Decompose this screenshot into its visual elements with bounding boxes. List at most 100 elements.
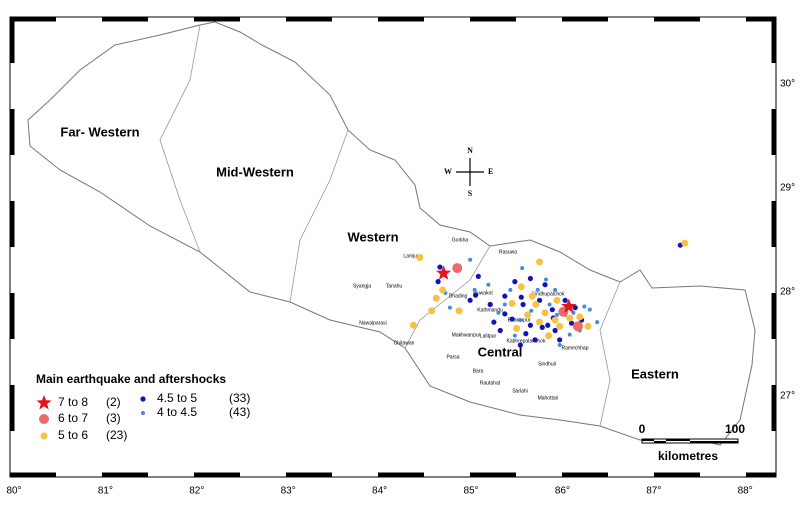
- district-label: Ramechhap: [562, 345, 589, 351]
- event: [416, 254, 424, 262]
- legend-label: 4 to 4.5: [157, 405, 197, 419]
- event: [491, 319, 497, 325]
- event: [552, 327, 558, 334]
- event: [436, 265, 452, 280]
- event: [572, 321, 583, 332]
- legend-count: (2): [106, 395, 121, 409]
- district-label: Nawalparasi: [359, 320, 387, 326]
- district-label: Dhading: [449, 293, 468, 299]
- event: [542, 282, 548, 288]
- event: [502, 302, 507, 307]
- legend-count: (23): [106, 428, 127, 442]
- event: [529, 308, 534, 313]
- divider: [159, 24, 201, 253]
- event: [557, 337, 563, 343]
- event: [557, 343, 562, 348]
- region-label: Central: [478, 344, 523, 359]
- lat-tick-label: 27°: [780, 391, 795, 402]
- scale-seg: [654, 441, 666, 443]
- event: [545, 332, 553, 340]
- district-label: Bara: [473, 368, 484, 374]
- district-label: Chitawan: [394, 340, 415, 346]
- event: [681, 239, 689, 247]
- district-label: Mahottari: [538, 395, 559, 401]
- event: [487, 301, 493, 308]
- event: [536, 318, 544, 326]
- district-label: Rasuwa: [499, 249, 517, 255]
- region-label: Mid-Western: [216, 164, 294, 179]
- event: [539, 324, 545, 330]
- event: [435, 279, 441, 285]
- district-label: Syangja: [353, 283, 371, 289]
- region-label: Western: [347, 229, 398, 244]
- event: [556, 322, 564, 330]
- event: [587, 307, 592, 312]
- legend-label: 6 to 7: [58, 411, 88, 425]
- district-label: Makhwanpur: [452, 332, 481, 338]
- event: [554, 312, 559, 317]
- event: [439, 286, 447, 294]
- event: [547, 302, 552, 307]
- event: [545, 322, 551, 328]
- event: [553, 287, 558, 292]
- district-label: Sindhuli: [538, 361, 556, 367]
- event: [508, 287, 513, 292]
- event: [513, 324, 521, 332]
- event: [527, 322, 534, 328]
- district-label: Gorkha: [452, 237, 469, 243]
- event: [520, 266, 525, 271]
- scale-start: 0: [639, 422, 646, 436]
- legend-swatch: [141, 411, 145, 415]
- lat-tick-label: 28°: [780, 287, 795, 298]
- lon-tick-label: 82°: [189, 486, 204, 497]
- event: [502, 293, 508, 299]
- event: [509, 316, 515, 322]
- event: [486, 282, 491, 287]
- event: [541, 309, 549, 317]
- event: [497, 327, 503, 334]
- district-label: Parsa: [446, 354, 459, 360]
- event: [508, 299, 516, 307]
- district-label: Rautahat: [480, 380, 501, 386]
- legend-swatch: [39, 414, 49, 424]
- lon-tick-label: 84°: [372, 486, 387, 497]
- event: [572, 305, 578, 311]
- district-label: Kathmandu: [477, 307, 503, 313]
- event: [582, 304, 587, 309]
- compass-letter: N: [467, 146, 473, 155]
- district-label: Sindhupalchok: [532, 291, 565, 297]
- event: [528, 292, 536, 300]
- scale-seg: [642, 439, 654, 441]
- event: [549, 307, 555, 313]
- event: [553, 296, 561, 304]
- event: [566, 314, 574, 322]
- event: [562, 297, 568, 303]
- legend-swatch: [140, 396, 146, 402]
- legend-title: Main earthquake and aftershocks: [36, 372, 226, 386]
- event: [409, 321, 417, 329]
- event: [452, 263, 463, 274]
- legend-label: 7 to 8: [58, 395, 88, 409]
- divider: [404, 245, 491, 349]
- event: [518, 294, 524, 300]
- scale-end: 100: [725, 422, 745, 436]
- region-label: Eastern: [631, 366, 679, 381]
- event: [512, 333, 517, 338]
- event: [536, 258, 544, 266]
- event: [468, 257, 473, 262]
- event: [551, 316, 559, 324]
- event: [512, 279, 518, 285]
- district-label: Kabhrepalanchok: [507, 338, 546, 344]
- legend-label: 4.5 to 5: [157, 391, 197, 405]
- district-label: Nuwakot: [473, 290, 493, 296]
- event: [532, 337, 538, 343]
- event: [532, 300, 540, 308]
- scale-seg: [690, 441, 738, 443]
- lat-tick-label: 29°: [780, 183, 795, 194]
- compass-letter: W: [444, 167, 452, 176]
- region-dividers: [159, 24, 621, 427]
- event: [543, 277, 548, 282]
- legend-count: (3): [106, 411, 121, 425]
- legend-label: 5 to 6: [58, 428, 88, 442]
- legend-count: (43): [229, 405, 250, 419]
